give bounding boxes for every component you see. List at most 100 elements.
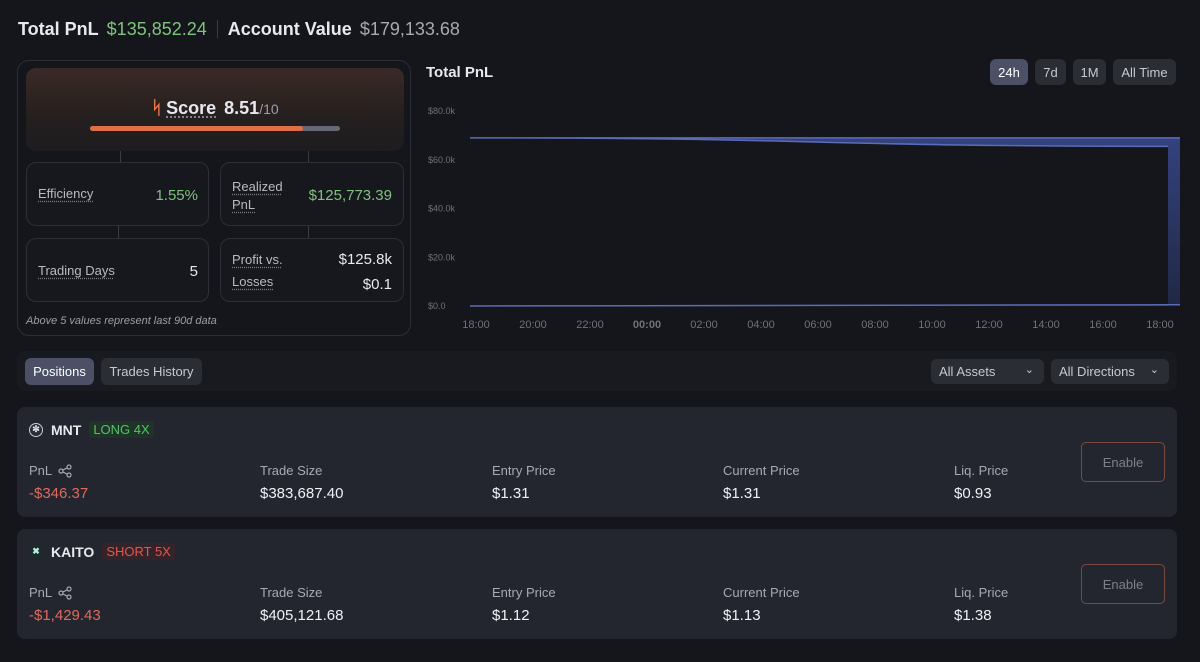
- account-value-value: $179,133.68: [359, 18, 460, 39]
- position-header: ✖ KAITO SHORT 5X: [29, 543, 175, 560]
- y-tick-label: $60.0k: [428, 155, 456, 165]
- trade-size-column: Trade Size $383,687.40: [260, 463, 343, 502]
- score-value: 8.51: [224, 98, 260, 118]
- range-1m-button[interactable]: 1M: [1073, 59, 1106, 85]
- directions-select-value: All Directions: [1059, 364, 1135, 379]
- tab-trades-history[interactable]: Trades History: [101, 358, 202, 385]
- entry-price-column: Entry Price $1.31: [492, 463, 556, 502]
- pnl-column: PnL -$1,429.43: [29, 585, 101, 624]
- score-out-of: /10: [259, 101, 279, 117]
- realized-pnl-label-line1[interactable]: Realized: [232, 179, 283, 194]
- trading-days-stat: Trading Days 5: [26, 238, 209, 302]
- y-tick-label: $80.0k: [428, 106, 456, 116]
- brand-logo-icon: ᛋ: [151, 98, 163, 118]
- entry-price-label: Entry Price: [492, 463, 556, 478]
- efficiency-label[interactable]: Efficiency: [38, 186, 94, 201]
- chevron-down-icon: ⌄: [1024, 364, 1034, 376]
- position-side-badge: LONG 4X: [89, 421, 154, 438]
- y-tick-label: $40.0k: [428, 204, 456, 214]
- assets-select[interactable]: All Assets ⌄: [931, 359, 1044, 384]
- x-tick-label: 02:00: [690, 319, 718, 331]
- score-panel: ᛋ Score 8.51 /10 Efficiency 1.55% Realiz…: [17, 60, 411, 336]
- trade-size-value: $383,687.40: [260, 485, 344, 502]
- x-tick-label: 10:00: [918, 319, 946, 331]
- connector-line: [120, 151, 121, 163]
- x-tick-label: 18:00: [1146, 319, 1174, 331]
- position-symbol: KAITO: [51, 543, 95, 560]
- x-tick-label: 18:00: [462, 319, 490, 331]
- profit-vs-losses-label-line1[interactable]: Profit vs.: [232, 252, 283, 267]
- trading-days-value: 5: [189, 263, 198, 280]
- connector-line: [308, 226, 309, 238]
- total-pnl-label: Total PnL: [18, 18, 99, 39]
- directions-select[interactable]: All Directions ⌄: [1051, 359, 1169, 384]
- range-24h-button[interactable]: 24h: [990, 59, 1028, 85]
- chart-title: Total PnL: [426, 64, 494, 81]
- tab-positions[interactable]: Positions: [25, 358, 94, 385]
- liq-price-value: $1.38: [954, 607, 992, 624]
- trade-size-label: Trade Size: [260, 463, 323, 478]
- current-price-column: Current Price $1.13: [723, 585, 800, 624]
- x-tick-label: 22:00: [576, 319, 604, 331]
- total-pnl-chart[interactable]: $0.0 $20.0k $40.0k $60.0k $80.0k 18:00 20:00 2…: [420, 96, 1180, 341]
- range-7d-button[interactable]: 7d: [1035, 59, 1066, 85]
- enable-button[interactable]: Enable: [1081, 442, 1165, 482]
- entry-price-column: Entry Price $1.12: [492, 585, 556, 624]
- pnl-label: PnL: [29, 463, 53, 478]
- pnl-column: PnL -$346.37: [29, 463, 88, 502]
- score-card: ᛋ Score 8.51 /10: [26, 68, 404, 151]
- profit-vs-losses-label-line2[interactable]: Losses: [232, 274, 274, 289]
- x-axis: 18:00 20:00 22:00 00:00 02:00 04:00 06:00 08:00…: [462, 319, 1174, 331]
- share-icon[interactable]: [58, 585, 72, 600]
- divider: [216, 20, 218, 38]
- x-tick-label: 16:00: [1089, 319, 1117, 331]
- current-price-label: Current Price: [723, 463, 800, 478]
- profit-vs-losses-stat: Profit vs. Losses $125.8k $0.1: [220, 238, 404, 302]
- mnt-coin-icon: ✼: [29, 422, 43, 437]
- x-tick-label: 12:00: [975, 319, 1003, 331]
- losses-value: $0.1: [362, 276, 392, 293]
- position-card-kaito: ✖ KAITO SHORT 5X PnL -$1,429.43 Trade Si…: [17, 529, 1177, 639]
- realized-pnl-label-line2[interactable]: PnL: [232, 197, 256, 212]
- x-tick-label: 08:00: [861, 319, 889, 331]
- assets-select-value: All Assets: [939, 364, 996, 379]
- realized-pnl-stat: Realized PnL $125,773.39: [220, 162, 404, 226]
- entry-price-label: Entry Price: [492, 585, 556, 600]
- x-tick-label: 04:00: [747, 319, 775, 331]
- trade-size-column: Trade Size $405,121.68: [260, 585, 343, 624]
- trade-size-label: Trade Size: [260, 585, 323, 600]
- y-axis: $0.0 $20.0k $40.0k $60.0k $80.0k: [428, 106, 456, 311]
- connector-line: [308, 151, 309, 163]
- current-price-value: $1.13: [723, 607, 761, 624]
- account-value-label: Account Value: [227, 18, 352, 39]
- position-card-mnt: ✼ MNT LONG 4X PnL -$346.37 Trade Size $3…: [17, 407, 1177, 517]
- pnl-line: [469, 137, 1180, 307]
- share-icon[interactable]: [58, 463, 72, 478]
- chevron-down-icon: ⌄: [1149, 364, 1159, 376]
- realized-pnl-value: $125,773.39: [308, 187, 392, 204]
- range-all-time-button[interactable]: All Time: [1113, 59, 1176, 85]
- score-progress-bar: [90, 126, 340, 131]
- account-summary: Total PnL $135,852.24 Account Value $179…: [18, 16, 460, 42]
- connector-line: [118, 226, 119, 238]
- positions-toolbar: Positions Trades History All Assets ⌄ Al…: [17, 351, 1177, 391]
- position-symbol: MNT: [51, 421, 82, 438]
- x-tick-label: 14:00: [1032, 319, 1060, 331]
- x-tick-label: 00:00: [633, 319, 661, 331]
- liq-price-value: $0.93: [954, 485, 992, 502]
- profit-value: $125.8k: [338, 251, 392, 268]
- efficiency-stat: Efficiency 1.55%: [26, 162, 209, 226]
- position-header: ✼ MNT LONG 4X: [29, 421, 154, 438]
- pnl-label: PnL: [29, 585, 53, 600]
- score-label[interactable]: Score: [166, 98, 217, 118]
- data-window-note: Above 5 values represent last 90d data: [26, 315, 217, 327]
- liq-price-label: Liq. Price: [954, 585, 1009, 600]
- trading-days-label[interactable]: Trading Days: [38, 263, 115, 278]
- enable-button[interactable]: Enable: [1081, 564, 1165, 604]
- current-price-column: Current Price $1.31: [723, 463, 800, 502]
- pnl-value: -$1,429.43: [29, 607, 101, 624]
- liq-price-column: Liq. Price $1.38: [954, 585, 1008, 624]
- total-pnl-value: $135,852.24: [106, 18, 207, 39]
- current-price-label: Current Price: [723, 585, 800, 600]
- current-price-value: $1.31: [723, 485, 761, 502]
